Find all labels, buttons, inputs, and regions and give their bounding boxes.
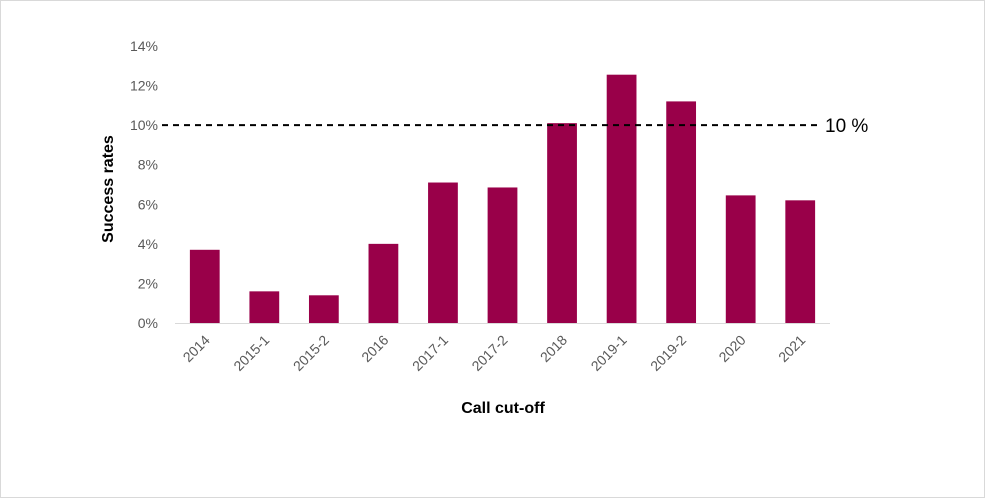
x-tick-label: 2015-2 xyxy=(290,332,332,374)
y-tick-label: 10% xyxy=(130,117,158,133)
y-tick-label: 2% xyxy=(138,275,158,291)
bar xyxy=(428,182,458,323)
bar xyxy=(785,200,816,323)
bar xyxy=(547,123,577,324)
bar xyxy=(249,291,280,323)
x-tick-label: 2016 xyxy=(358,332,391,365)
x-tick-label: 2019-1 xyxy=(588,332,630,374)
x-tick-label: 2021 xyxy=(775,332,808,365)
bars xyxy=(189,74,816,324)
x-tick-label: 2018 xyxy=(537,332,570,365)
x-tick-label: 2017-1 xyxy=(409,332,451,374)
bar xyxy=(666,101,697,324)
x-tick-label: 2019-2 xyxy=(647,332,689,374)
x-axis-title: Call cut-off xyxy=(461,400,545,417)
x-tick-label: 2015-1 xyxy=(230,332,272,374)
x-tick-label: 2020 xyxy=(715,332,748,365)
bar xyxy=(487,187,518,323)
y-axis-ticks: 0% 2% 4% 6% 8% 10% 12% 14% xyxy=(130,38,158,331)
y-axis-title: Success rates xyxy=(100,135,117,243)
y-tick-label: 6% xyxy=(138,196,158,212)
bar xyxy=(189,249,220,323)
y-tick-label: 8% xyxy=(138,157,158,173)
y-tick-label: 12% xyxy=(130,78,158,94)
x-tick-label: 2014 xyxy=(180,332,213,365)
x-tick-label: 2017-2 xyxy=(468,332,510,374)
bar xyxy=(368,243,399,323)
reference-line-label: 10 % xyxy=(825,116,868,137)
x-axis-ticks: 2014 2015-1 2015-2 2016 2017-1 2017-2 2018 2019… xyxy=(180,332,809,374)
y-tick-label: 14% xyxy=(130,38,158,54)
bar xyxy=(308,295,339,323)
y-tick-label: 0% xyxy=(138,315,158,331)
bar xyxy=(725,195,756,323)
y-tick-label: 4% xyxy=(138,236,158,252)
bar xyxy=(606,74,637,323)
